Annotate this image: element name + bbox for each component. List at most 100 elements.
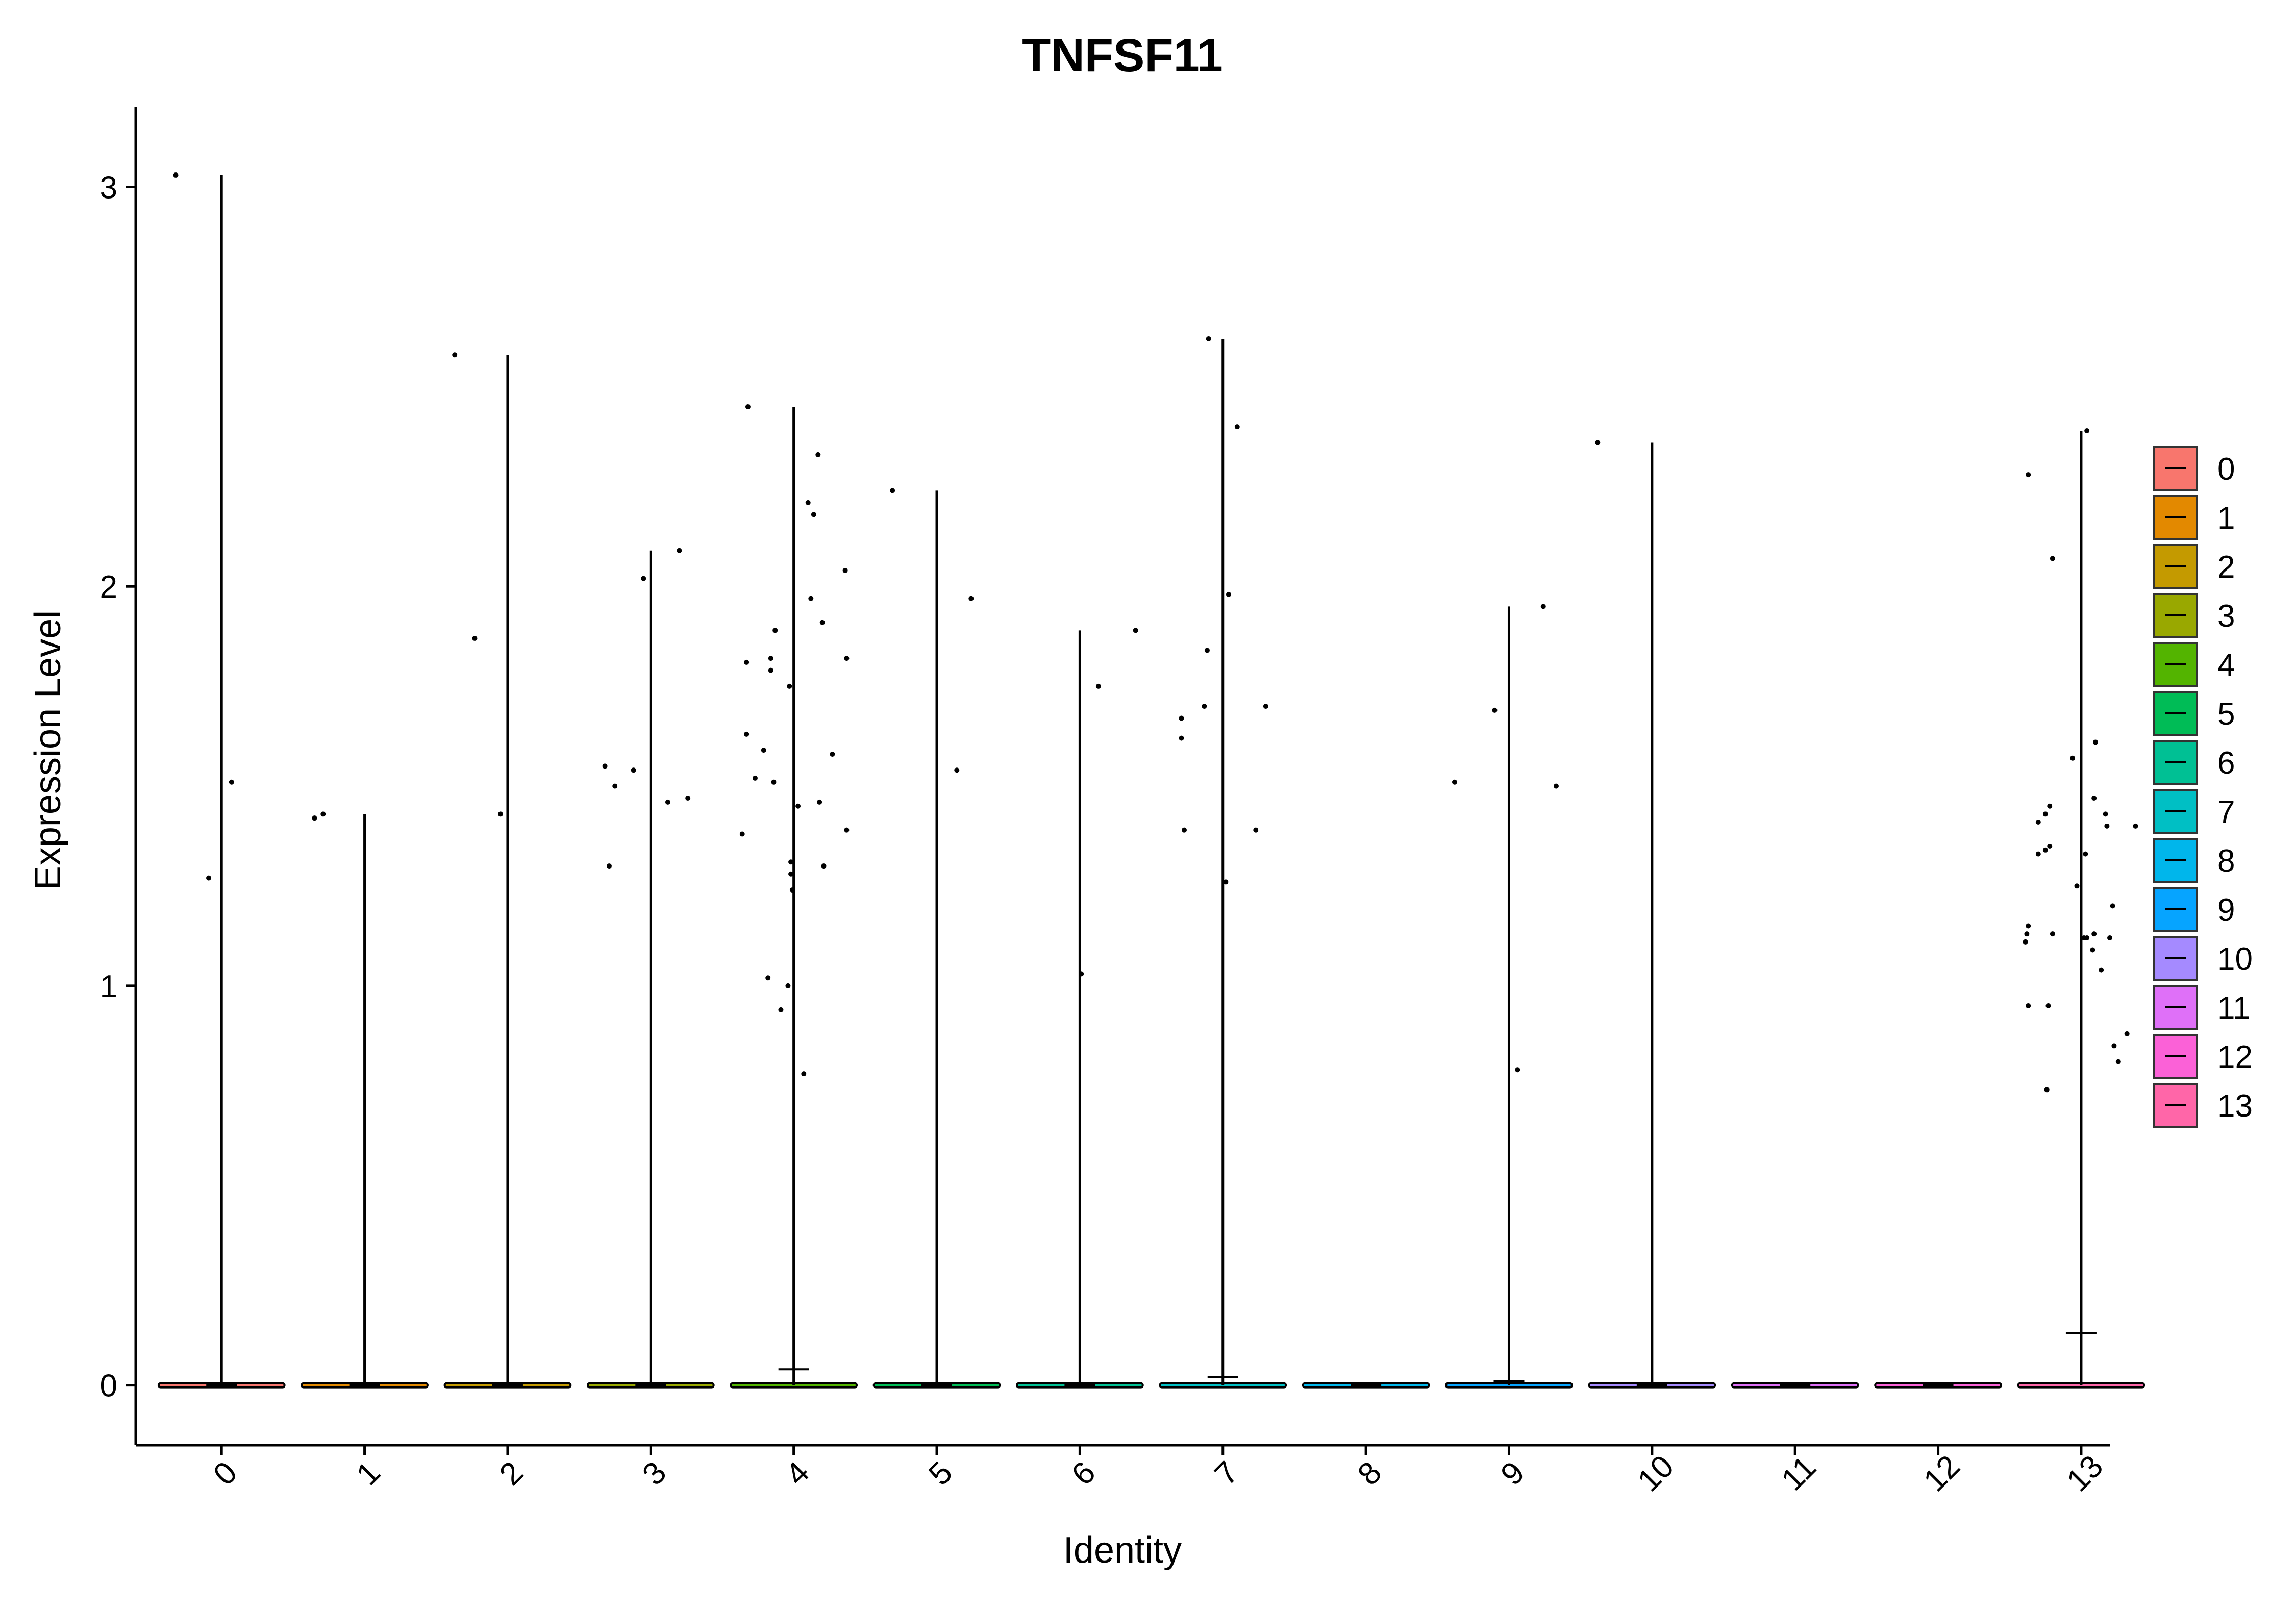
data-point (795, 803, 801, 809)
data-point (2083, 851, 2088, 857)
data-point (497, 811, 503, 817)
x-tick-label: 9 (1494, 1455, 1531, 1492)
y-tick-label: 2 (100, 569, 117, 605)
data-point (1204, 648, 1210, 653)
data-point (805, 500, 811, 505)
data-point (320, 811, 326, 817)
data-point (173, 172, 179, 178)
data-point (2092, 739, 2098, 745)
data-point (801, 1071, 807, 1077)
data-point (2047, 803, 2053, 809)
chart-title: TNFSF11 (1022, 30, 1223, 82)
y-tick-label: 0 (100, 1369, 117, 1404)
data-point (765, 975, 771, 981)
x-tick-label: 5 (922, 1455, 959, 1492)
data-point (2084, 935, 2090, 940)
data-point (1179, 735, 1184, 741)
x-tick-label: 13 (2060, 1449, 2110, 1499)
legend-label: 4 (2217, 648, 2235, 683)
legend-key (2153, 887, 2198, 932)
data-point (2026, 1003, 2031, 1009)
data-point (206, 875, 211, 881)
x-tick-label: 0 (207, 1455, 244, 1492)
data-point (1540, 604, 1546, 609)
data-point (2050, 556, 2055, 561)
legend-label: 6 (2217, 746, 2235, 781)
data-point (2103, 811, 2108, 817)
data-point (612, 783, 618, 789)
data-point (1253, 827, 1259, 833)
legend-label: 13 (2217, 1088, 2253, 1124)
data-point (2045, 1003, 2051, 1009)
data-point (789, 887, 795, 893)
data-point (752, 775, 758, 781)
data-point (1452, 779, 1457, 785)
data-point (472, 635, 478, 641)
data-point (1206, 336, 1211, 341)
data-point (2047, 843, 2053, 849)
x-tick-label: 8 (1351, 1455, 1388, 1492)
data-point (2024, 931, 2030, 937)
data-point (685, 796, 691, 801)
data-point (641, 576, 646, 581)
data-point (1263, 704, 1268, 709)
data-point (2070, 755, 2076, 761)
x-tick-label: 11 (1775, 1449, 1823, 1497)
legend-label: 2 (2217, 550, 2235, 585)
data-point (1234, 424, 1240, 430)
data-point (1223, 879, 1229, 885)
legend-label: 8 (2217, 844, 2235, 879)
data-point (229, 779, 234, 785)
legend-label: 5 (2217, 697, 2235, 732)
data-point (2104, 823, 2110, 829)
data-point (452, 352, 458, 358)
data-point (631, 767, 636, 773)
data-point (1095, 683, 1101, 689)
data-point (2026, 472, 2031, 478)
legend-label: 7 (2217, 795, 2235, 830)
data-point (2115, 1059, 2121, 1064)
data-point (744, 659, 750, 665)
data-point (2042, 847, 2048, 853)
data-point (739, 831, 745, 837)
data-point (1179, 715, 1184, 721)
data-point (768, 656, 773, 661)
data-point (677, 548, 682, 553)
y-tick-label: 3 (100, 170, 117, 206)
data-point (2035, 820, 2041, 825)
x-axis-title: Identity (1063, 1530, 1182, 1571)
data-point (2124, 1031, 2130, 1036)
data-point (602, 763, 608, 769)
data-point (1133, 628, 1138, 633)
data-point (761, 748, 766, 753)
x-tick-label: 4 (779, 1455, 816, 1492)
data-point (788, 871, 794, 877)
data-point (1226, 591, 1231, 597)
data-point (606, 863, 612, 869)
data-point (2042, 811, 2048, 817)
data-point (2091, 796, 2097, 801)
data-point (2091, 931, 2097, 937)
data-point (771, 779, 777, 785)
data-point (2023, 939, 2028, 945)
data-point (745, 404, 751, 410)
data-point (2084, 428, 2090, 433)
x-tick-label: 3 (636, 1455, 673, 1492)
data-point (2111, 1043, 2117, 1049)
data-point (842, 567, 848, 573)
data-point (772, 628, 778, 633)
data-point (2107, 935, 2112, 940)
legend-label: 9 (2217, 893, 2235, 928)
y-tick-label: 1 (100, 969, 117, 1004)
data-point (844, 827, 850, 833)
data-point (830, 751, 835, 757)
data-point (744, 731, 750, 737)
data-point (2026, 923, 2031, 929)
data-point (1515, 1067, 1520, 1073)
x-tick-label: 7 (1208, 1455, 1245, 1492)
data-point (1492, 707, 1498, 713)
